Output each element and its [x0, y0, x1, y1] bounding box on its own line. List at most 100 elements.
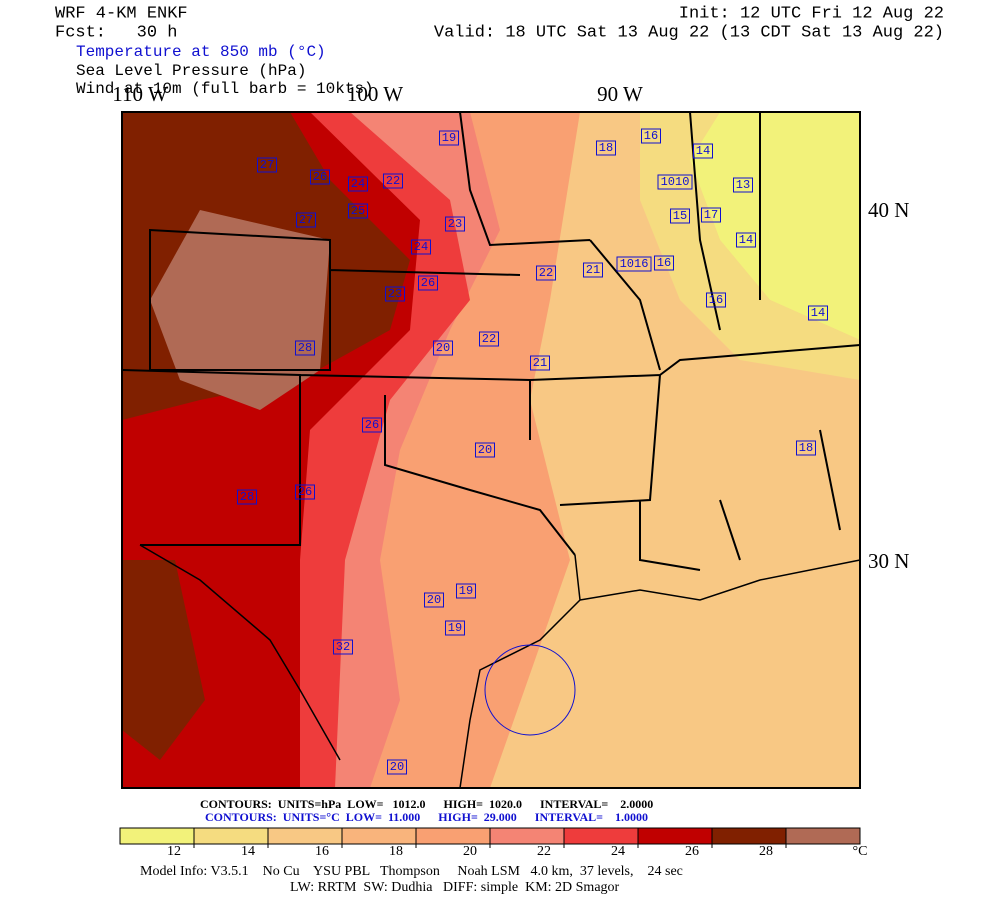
contour-label: 14	[696, 144, 710, 158]
field-name: Wind at 10m (full barb = 10kts)	[76, 80, 374, 98]
contour-label-box	[439, 130, 459, 146]
contour-label-box	[657, 174, 693, 190]
contour-label: 26	[365, 418, 379, 432]
temp-band	[690, 112, 860, 340]
colorbar-segment	[785, 827, 861, 845]
colorbar-segment	[711, 827, 787, 845]
contour-label: 19	[442, 131, 456, 145]
colorbar-tick-label: 14	[241, 844, 255, 859]
colorbar-tick-label: 22	[537, 844, 551, 859]
contour-label: 23	[388, 287, 402, 301]
contour-label-box	[257, 157, 277, 173]
contour-label-box	[733, 177, 753, 193]
contour-label: 25	[351, 204, 365, 218]
contour-label: 20	[436, 341, 450, 355]
map-frame	[121, 111, 861, 789]
colorbar-segment	[119, 827, 195, 845]
latitude-label: 40 N	[868, 198, 909, 222]
colorbar-segment	[415, 827, 491, 845]
contour-label-box	[536, 265, 556, 281]
contour-label: 17	[704, 208, 718, 222]
colorbar-segment	[267, 827, 343, 845]
contour-label: 23	[448, 217, 462, 231]
contour-label: 14	[739, 233, 753, 247]
state-borders	[121, 111, 861, 789]
contour-label-box	[456, 583, 476, 599]
contour-label: 22	[539, 266, 553, 280]
colorbar-tick-label: 12	[167, 844, 181, 859]
colorbar-segment	[563, 827, 639, 845]
contour-label: 16	[644, 129, 658, 143]
contour-label: 15	[673, 209, 687, 223]
valid-time: Valid: 18 UTC Sat 13 Aug 22 (13 CDT Sat …	[434, 23, 944, 42]
contour-label-box	[596, 140, 616, 156]
contour-label: 16	[657, 256, 671, 270]
contour-label-box	[411, 239, 431, 255]
longitude-label: 90 W	[597, 82, 643, 106]
latitude-label: 30 N	[868, 549, 909, 573]
contour-label-box	[583, 262, 603, 278]
contour-label: 21	[533, 356, 547, 370]
contour-label: 19	[459, 584, 473, 598]
colorbar-segment	[341, 827, 417, 845]
contour-label-box	[479, 331, 499, 347]
contour-label-box	[387, 759, 407, 775]
forecast-hour: Fcst: 30 h	[55, 23, 177, 42]
contour-label-box	[706, 292, 726, 308]
isobar	[484, 644, 576, 736]
contour-label: 22	[482, 332, 496, 346]
contour-label: 24	[414, 240, 428, 254]
contour-label-box	[348, 203, 368, 219]
colorbar-tick-label: 20	[463, 844, 477, 859]
contour-label-box	[310, 169, 330, 185]
contour-label-box	[641, 128, 661, 144]
colorbar-unit: °C	[853, 844, 868, 859]
field-name: Temperature at 850 mb (°C)	[76, 43, 326, 61]
contour-label-box	[808, 305, 828, 321]
contour-label-box	[796, 440, 816, 456]
model-name: WRF 4-KM ENKF	[55, 4, 188, 23]
colorbar-segment	[193, 827, 269, 845]
contour-label: 32	[336, 640, 350, 654]
contour-label-box	[445, 216, 465, 232]
contour-label: 26	[421, 276, 435, 290]
contour-label: 18	[799, 441, 813, 455]
model-info: Model Info: V3.5.1 No Cu YSU PBL Thompso…	[140, 864, 683, 879]
contour-label-box	[348, 176, 368, 192]
field-name: Sea Level Pressure (hPa)	[76, 62, 306, 80]
contour-label-box	[295, 340, 315, 356]
contour-label: 1016	[620, 257, 649, 271]
colorbar-tick-label: 26	[685, 844, 699, 859]
contour-label: 19	[448, 621, 462, 635]
contour-label-box	[693, 143, 713, 159]
contour-label-box	[333, 639, 353, 655]
pressure-contour-info: CONTOURS: UNITS=hPa LOW= 1012.0 HIGH= 10…	[200, 797, 653, 811]
contour-label-box	[418, 275, 438, 291]
init-time: Init: 12 UTC Fri 12 Aug 22	[679, 4, 944, 23]
temp-contour-info: CONTOURS: UNITS=°C LOW= 11.000 HIGH= 29.…	[205, 810, 648, 824]
contour-label-box	[296, 212, 316, 228]
colorbar-tick-label: 16	[315, 844, 329, 859]
contour-label-box	[670, 208, 690, 224]
contour-label: 18	[599, 141, 613, 155]
contour-label: 16	[709, 293, 723, 307]
model-info: LW: RRTM SW: Dudhia DIFF: simple KM: 2D …	[290, 880, 620, 895]
longitude-label: 110 W	[112, 82, 168, 106]
colorbar-segment	[489, 827, 565, 845]
contour-label: 28	[240, 490, 254, 504]
contour-label-box	[385, 286, 405, 302]
contour-label-box	[383, 173, 403, 189]
colorbar-segment	[637, 827, 713, 845]
contour-label: 1010	[661, 175, 690, 189]
contour-label-box	[616, 256, 652, 272]
contour-label: 22	[386, 174, 400, 188]
contour-label: 24	[351, 177, 365, 191]
contour-label: 14	[811, 306, 825, 320]
colorbar-tick-label: 24	[611, 844, 625, 859]
colorbar-tick-label: 28	[759, 844, 773, 859]
contour-label-box	[475, 442, 495, 458]
contour-label: 20	[427, 593, 441, 607]
contour-label-box	[295, 484, 315, 500]
